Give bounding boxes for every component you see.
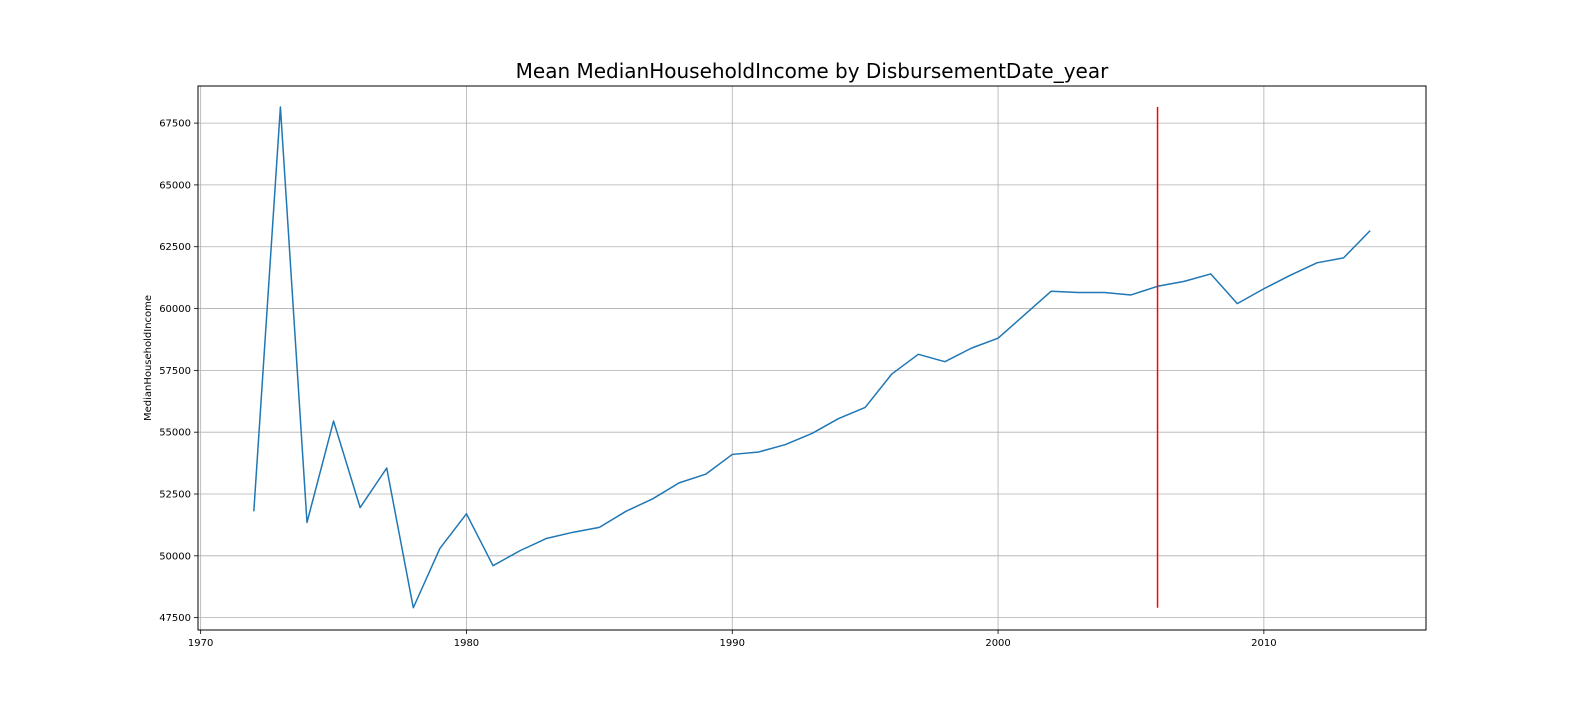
x-axis: 1970 1980 1990 2000 2010 [188,630,1277,649]
x-tick-label: 1990 [720,638,745,649]
y-tick-label: 57500 [159,366,191,377]
x-tick-label: 2000 [985,638,1010,649]
series-line-0 [253,106,1371,609]
series-layer [253,106,1371,609]
grid [198,86,1426,630]
y-tick-label: 47500 [159,613,191,624]
chart-title: Mean MedianHouseholdIncome by Disburseme… [516,59,1109,83]
x-tick-label: 1970 [188,638,213,649]
y-axis-label: MedianHouseholdIncome [143,295,154,421]
x-tick-label: 1980 [454,638,479,649]
plot-area-frame [197,85,1427,631]
y-tick-label: 67500 [159,119,191,130]
y-tick-label: 50000 [159,551,191,562]
y-axis: 47500 50000 52500 55000 57500 60000 62500 65000… [159,119,198,624]
y-tick-label: 62500 [159,242,191,253]
y-tick-label: 55000 [159,428,191,439]
y-tick-label: 65000 [159,180,191,191]
y-tick-label: 60000 [159,304,191,315]
x-tick-label: 2010 [1251,638,1276,649]
y-tick-label: 52500 [159,490,191,501]
